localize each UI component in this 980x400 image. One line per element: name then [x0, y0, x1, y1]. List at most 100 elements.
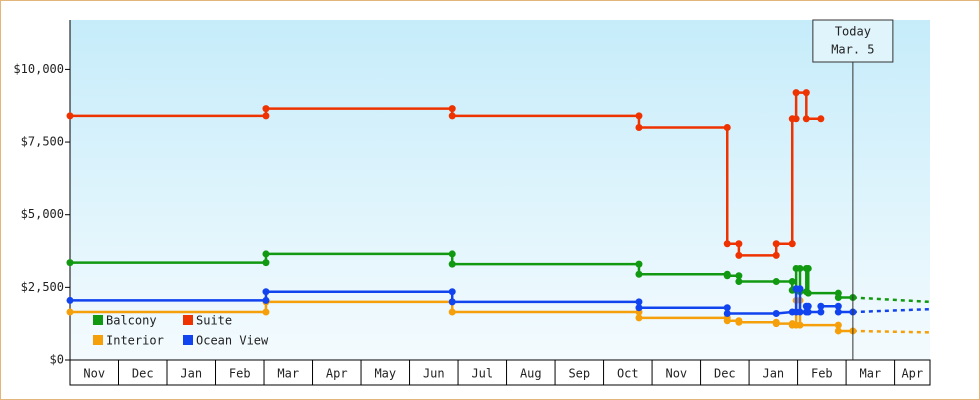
x-tick-label: Mar	[859, 367, 881, 381]
y-tick-label: $2,500	[21, 280, 64, 294]
point	[817, 308, 825, 316]
x-tick-label: Oct	[617, 367, 639, 381]
point	[772, 278, 780, 286]
point	[817, 302, 825, 310]
x-tick-label: May	[374, 367, 396, 381]
point	[635, 112, 643, 120]
point	[802, 89, 810, 97]
legend-swatch	[183, 315, 193, 325]
today-label: Mar. 5	[831, 43, 874, 57]
point	[448, 112, 456, 120]
point	[834, 294, 842, 302]
x-tick-label: Nov	[665, 367, 687, 381]
point	[635, 298, 643, 306]
point	[772, 310, 780, 318]
point	[796, 285, 804, 293]
x-tick-label: Jun	[423, 367, 445, 381]
x-tick-label: Nov	[83, 367, 105, 381]
legend-swatch	[183, 335, 193, 345]
point	[723, 124, 731, 132]
today-box	[812, 19, 894, 63]
point	[448, 308, 456, 316]
point	[723, 310, 731, 318]
point	[772, 320, 780, 328]
x-tick-label: Jan	[180, 367, 202, 381]
point	[448, 288, 456, 296]
point	[735, 318, 743, 326]
legend-swatch	[93, 335, 103, 345]
x-tick-label: Jan	[762, 367, 784, 381]
point	[792, 115, 800, 123]
projection-line	[852, 296, 931, 304]
point	[735, 240, 743, 248]
point	[448, 250, 456, 258]
point	[448, 260, 456, 268]
legend-label: Balcony	[106, 314, 157, 328]
point	[834, 321, 842, 329]
x-tick-label: Dec	[132, 367, 154, 381]
x-tick-label: Dec	[714, 367, 736, 381]
point	[723, 272, 731, 280]
point	[834, 327, 842, 335]
point	[262, 308, 270, 316]
point	[448, 298, 456, 306]
point	[796, 264, 804, 272]
point	[802, 115, 810, 123]
point	[723, 240, 731, 248]
point	[735, 272, 743, 280]
point	[772, 251, 780, 259]
point	[635, 304, 643, 312]
point	[66, 296, 74, 304]
point	[635, 124, 643, 132]
point	[796, 321, 804, 329]
y-tick-label: $10,000	[13, 62, 64, 76]
point	[262, 112, 270, 120]
x-tick-label: Feb	[811, 367, 833, 381]
legend-swatch	[93, 315, 103, 325]
point	[262, 250, 270, 258]
point	[262, 259, 270, 267]
plot-area	[70, 20, 930, 360]
point	[262, 296, 270, 304]
point	[792, 89, 800, 97]
point	[262, 105, 270, 113]
projection-line	[852, 307, 931, 314]
legend-label: Suite	[196, 314, 232, 328]
projection-line	[852, 329, 931, 334]
y-tick-label: $5,000	[21, 207, 64, 221]
point	[834, 302, 842, 310]
y-tick-label: $0	[50, 353, 64, 367]
y-tick-label: $7,500	[21, 135, 64, 149]
x-tick-label: Feb	[229, 367, 251, 381]
point	[66, 259, 74, 267]
x-tick-label: Jul	[471, 367, 493, 381]
point	[262, 288, 270, 296]
point	[804, 302, 812, 310]
today-label: Today	[835, 25, 871, 39]
point	[788, 278, 796, 286]
point	[66, 112, 74, 120]
point	[817, 115, 825, 123]
point	[796, 308, 804, 316]
point	[804, 264, 812, 272]
x-tick-label: Apr	[326, 367, 348, 381]
point	[804, 308, 812, 316]
point	[834, 308, 842, 316]
point	[772, 240, 780, 248]
x-tick-label: Sep	[568, 367, 590, 381]
point	[635, 270, 643, 278]
point	[635, 314, 643, 322]
point	[788, 240, 796, 248]
point	[723, 317, 731, 325]
point	[723, 304, 731, 312]
point	[635, 260, 643, 268]
point	[804, 289, 812, 297]
x-axis-band	[69, 359, 931, 386]
point	[735, 251, 743, 259]
point	[66, 308, 74, 316]
x-tick-label: Apr	[901, 367, 923, 381]
legend-label: Ocean View	[196, 334, 269, 348]
legend-label: Interior	[106, 334, 164, 348]
x-tick-label: Aug	[520, 367, 542, 381]
